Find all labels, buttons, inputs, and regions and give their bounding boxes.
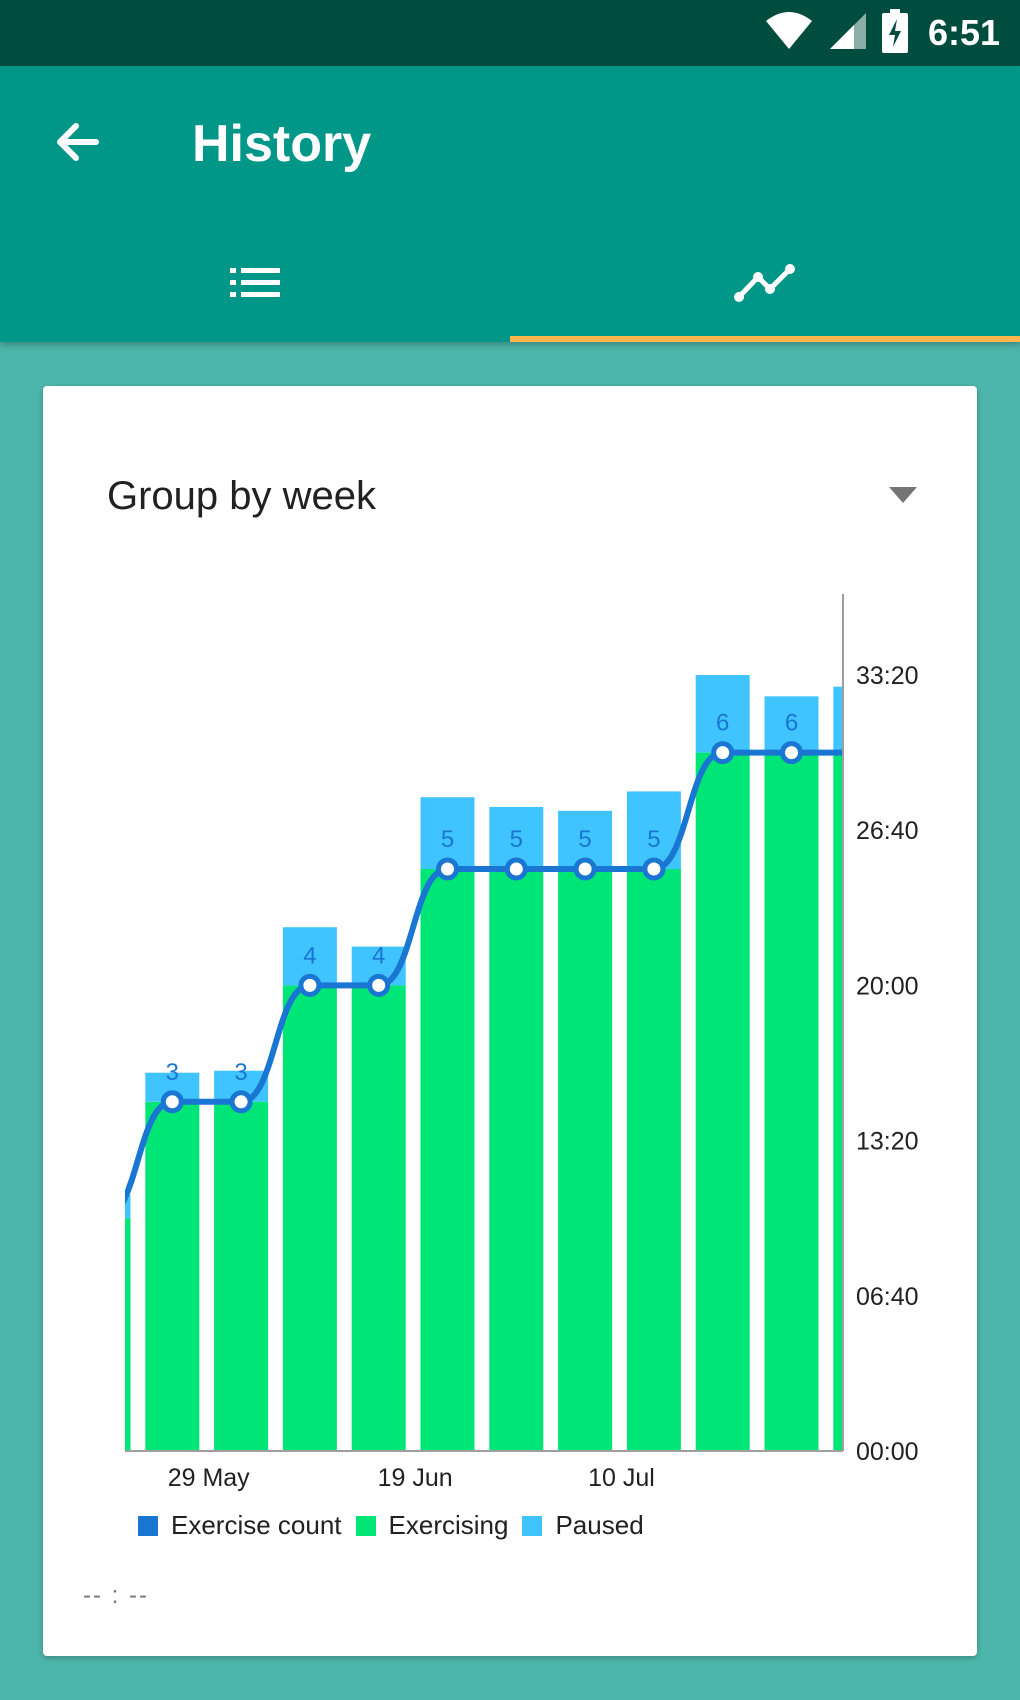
- plot-area: 3 3 4 4 5 5 5 5 6 6: [125, 675, 843, 1451]
- battery-charging-icon: [881, 8, 908, 58]
- tab-bar: [0, 224, 1020, 342]
- bar-exercising: [626, 869, 681, 1451]
- status-time: 6:51: [927, 12, 1000, 53]
- count-data-label: 3: [166, 1059, 179, 1086]
- app-bar: History: [0, 66, 1020, 342]
- back-button[interactable]: [50, 114, 106, 170]
- exercise-history-chart: 3 3 4 4 5 5 5 5 6 6 00:00 06:40 13:20 20:00 26:40 33:20…: [125, 594, 919, 1492]
- count-data-label: 6: [716, 710, 729, 737]
- count-data-label: 5: [578, 826, 591, 853]
- bar-exercising: [695, 752, 750, 1451]
- history-chart-card: Group by week 3 3 4 4 5 5 5 5 6 6 00:00 06:40 13:20 2…: [43, 386, 977, 1656]
- legend-label: Exercising: [388, 1510, 509, 1540]
- x-tick-label: 10 Jul: [588, 1464, 655, 1492]
- count-point: [573, 857, 597, 881]
- y-tick-label: 13:20: [856, 1128, 919, 1156]
- bar-paused: [833, 686, 843, 753]
- bar-exercising: [558, 869, 613, 1451]
- legend-swatch: [138, 1515, 158, 1536]
- page-title: History: [192, 115, 372, 173]
- arrow-back-icon: [57, 123, 99, 161]
- y-tick-label: 33:20: [856, 662, 919, 690]
- bar-exercising: [764, 752, 819, 1451]
- count-data-label: 5: [441, 826, 454, 853]
- bar-paused: [125, 1194, 131, 1219]
- bar-exercising: [145, 1101, 200, 1451]
- selected-time-readout: -- : --: [83, 1582, 149, 1609]
- count-point: [229, 1090, 253, 1114]
- bar-exercising: [125, 1218, 131, 1451]
- x-tick-label: 29 May: [168, 1464, 250, 1492]
- wifi-icon: [764, 11, 814, 56]
- count-data-label: 5: [647, 826, 660, 853]
- y-tick-label: 26:40: [856, 817, 919, 845]
- count-point: [367, 973, 391, 997]
- legend-item-exercise-count: Exercise count: [138, 1510, 342, 1541]
- count-point: [504, 857, 528, 881]
- legend-label: Exercise count: [171, 1510, 342, 1540]
- count-point: [436, 857, 459, 881]
- legend-swatch: [522, 1515, 543, 1536]
- count-data-label: 5: [510, 826, 523, 853]
- count-data-label: 3: [234, 1059, 247, 1086]
- tab-list[interactable]: [0, 224, 510, 342]
- status-bar: 6:51: [0, 0, 1020, 66]
- count-point: [780, 741, 803, 765]
- bar-exercising: [214, 1101, 269, 1451]
- status-icons: 6:51: [764, 0, 1000, 66]
- count-data-label: 4: [372, 942, 385, 969]
- tab-chart[interactable]: [510, 224, 1020, 342]
- x-tick-label: 19 Jun: [378, 1464, 453, 1492]
- legend-item-paused: Paused: [522, 1510, 644, 1541]
- list-icon: [230, 268, 280, 297]
- chart-legend: Exercise count Exercising Paused: [138, 1510, 658, 1541]
- y-tick-label: 20:00: [856, 972, 919, 1000]
- dropdown-arrow-icon: [889, 487, 917, 503]
- count-data-label: 6: [785, 710, 798, 737]
- count-point: [642, 857, 666, 881]
- show-chart-icon: [734, 264, 795, 302]
- count-point: [711, 741, 735, 765]
- bar-exercising: [489, 869, 544, 1451]
- count-point: [298, 973, 322, 997]
- bar-exercising: [282, 985, 337, 1451]
- bar-paused: [695, 675, 750, 753]
- bar-paused: [420, 797, 475, 869]
- bar-exercising: [351, 985, 406, 1451]
- group-by-dropdown[interactable]: Group by week: [107, 466, 917, 526]
- legend-label: Paused: [555, 1510, 644, 1540]
- count-point: [160, 1090, 184, 1114]
- y-tick-label: 00:00: [856, 1438, 919, 1466]
- bar-exercising: [833, 752, 843, 1451]
- signal-icon: [828, 11, 868, 56]
- legend-item-exercising: Exercising: [355, 1510, 509, 1541]
- legend-swatch: [355, 1515, 376, 1536]
- group-by-label: Group by week: [107, 474, 377, 518]
- bar-exercising: [420, 869, 475, 1451]
- count-data-label: 4: [303, 942, 316, 969]
- y-tick-label: 06:40: [856, 1283, 919, 1311]
